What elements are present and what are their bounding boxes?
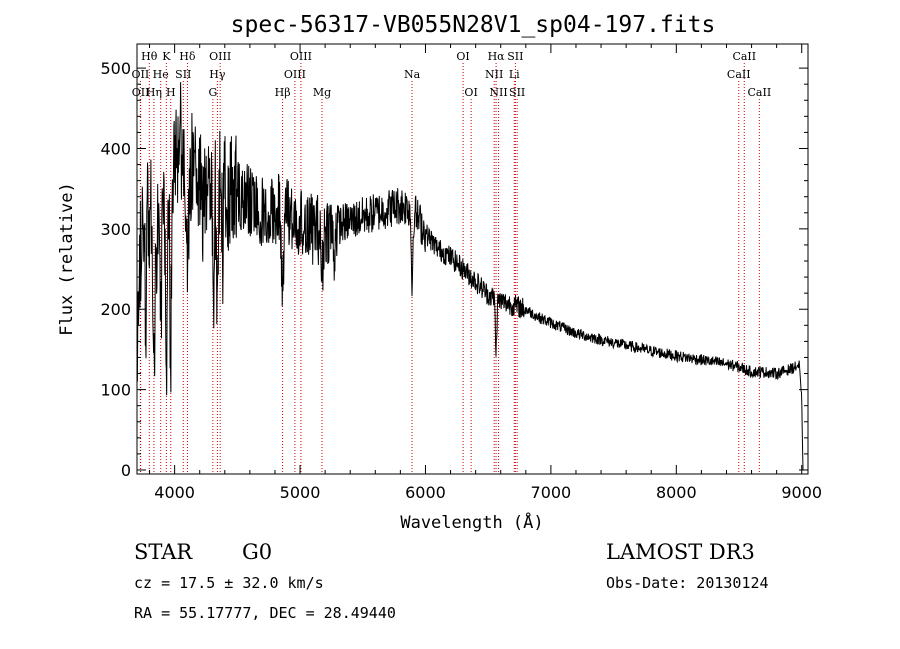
line-marker-label: Hβ — [275, 86, 291, 99]
chart-title: spec-56317-VB055N28V1_sp04-197.fits — [231, 12, 716, 38]
line-marker-label: OIII — [209, 50, 231, 63]
x-tick-label: 9000 — [781, 483, 822, 502]
y-axis-label: Flux (relative) — [57, 182, 77, 336]
x-tick-label: 4000 — [154, 483, 195, 502]
plot-frame — [136, 43, 809, 475]
y-tick-label: 400 — [100, 139, 131, 158]
x-tick-label: 8000 — [656, 483, 697, 502]
line-marker-label: CaII — [727, 68, 751, 81]
object-class: STAR — [134, 540, 193, 564]
line-marker-label: SII — [175, 68, 191, 81]
obs-date: Obs-Date: 20130124 — [606, 574, 769, 592]
y-tick-label: 100 — [100, 381, 131, 400]
line-marker-label: Mg — [313, 86, 331, 99]
line-marker-label: SII — [507, 50, 523, 63]
line-marker-label: He — [153, 68, 169, 81]
y-tick-label: 0 — [121, 461, 131, 480]
line-marker-label: K — [162, 50, 171, 63]
line-marker-label: Hα — [488, 50, 506, 63]
line-marker-label: OIII — [284, 68, 306, 81]
line-marker-label: OI — [456, 50, 469, 63]
line-marker-label: OII — [132, 86, 150, 99]
survey-name: LAMOST DR3 — [606, 540, 755, 564]
line-marker-label: OIII — [290, 50, 312, 63]
line-marker-label: OI — [464, 86, 477, 99]
coordinates: RA = 55.17777, DEC = 28.49440 — [134, 604, 396, 622]
x-tick-label: 6000 — [405, 483, 446, 502]
x-axis-label: Wavelength (Å) — [400, 511, 543, 533]
x-axis: 4000 5000 6000 7000 8000 9000 — [149, 44, 822, 502]
line-marker-label: Li — [509, 68, 520, 81]
line-marker-label: Hγ — [209, 68, 226, 81]
spectrum-line — [136, 82, 804, 471]
x-tick-label: 7000 — [531, 483, 572, 502]
x-tick-label: 5000 — [280, 483, 321, 502]
y-axis: 0 100 200 300 400 500 — [100, 59, 808, 480]
line-marker-label: OII — [132, 68, 150, 81]
line-marker-label: CaII — [732, 50, 756, 63]
line-markers — [139, 63, 760, 474]
line-marker-label: SII — [509, 86, 525, 99]
line-marker-label: Hη — [146, 86, 162, 99]
line-marker-label: CaII — [748, 86, 772, 99]
y-tick-label: 200 — [100, 300, 131, 319]
line-marker-label: Hδ — [179, 50, 196, 63]
line-marker-label: H — [166, 86, 176, 99]
line-marker-label: G — [208, 86, 217, 99]
y-tick-label: 300 — [100, 220, 131, 239]
redshift-value: cz = 17.5 ± 32.0 km/s — [134, 574, 324, 592]
y-tick-label: 500 — [100, 59, 131, 78]
line-marker-label: NII — [485, 68, 503, 81]
line-marker-label: NII — [489, 86, 507, 99]
object-subclass: G0 — [242, 540, 273, 564]
line-marker-label: Hθ — [141, 50, 158, 63]
line-marker-label: Na — [404, 68, 421, 81]
